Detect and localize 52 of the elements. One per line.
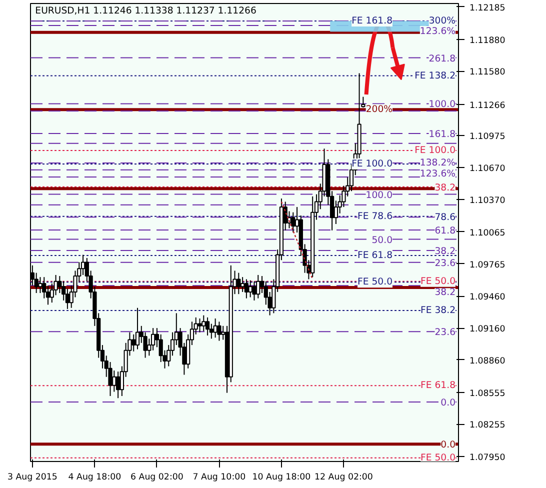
annotation: 200% bbox=[366, 104, 393, 116]
annotation: 100.0 bbox=[428, 99, 456, 110]
annotation: 38.2 bbox=[434, 246, 456, 257]
annotation: FE 50.0 bbox=[358, 276, 393, 288]
x-tick-label: 10 Aug 18:00 bbox=[252, 472, 311, 482]
annotation: FE 100.0 bbox=[414, 145, 456, 156]
annotation: FE 78.6 bbox=[358, 210, 393, 222]
annotation: 0.0 bbox=[440, 398, 456, 409]
annotation: FE 38.2 bbox=[420, 305, 456, 316]
annotation: 261.8 bbox=[428, 53, 456, 64]
y-tick-label: 1.09765 bbox=[470, 260, 506, 270]
y-tick-label: 1.09160 bbox=[470, 324, 506, 335]
y-tick-label: 1.12185 bbox=[470, 3, 506, 14]
annotation: 100.0 bbox=[366, 190, 393, 201]
annotation: FE 138.2 bbox=[414, 70, 456, 82]
annotation: 50.0 bbox=[372, 234, 393, 246]
x-tick-label: 3 Aug 2015 bbox=[7, 472, 58, 482]
annotation: 38.2 bbox=[434, 287, 456, 298]
x-tick-label: 4 Aug 18:00 bbox=[68, 472, 122, 482]
y-tick-label: 1.10370 bbox=[470, 196, 506, 206]
y-tick-label: 1.08555 bbox=[470, 388, 506, 399]
annotation: 300% bbox=[428, 16, 456, 27]
y-tick-label: 1.10670 bbox=[470, 164, 506, 174]
y-tick-label: 1.09460 bbox=[470, 292, 506, 303]
annotation: 123.6% bbox=[420, 168, 456, 180]
annotation: FE 50.0 bbox=[420, 276, 456, 287]
x-tick-label: 12 Aug 02:00 bbox=[314, 472, 373, 482]
y-tick-label: 1.07950 bbox=[470, 453, 506, 464]
annotation: 38.2 bbox=[434, 182, 456, 194]
annotation: 0.0 bbox=[440, 440, 456, 451]
annotation: 78.6 bbox=[434, 212, 456, 223]
annotation: FE 50.0 bbox=[420, 452, 456, 464]
y-tick-label: 1.08860 bbox=[470, 356, 506, 366]
y-tick-label: 1.08255 bbox=[470, 420, 506, 431]
y-tick-label: 1.11266 bbox=[470, 100, 506, 111]
y-tick-label: 1.11580 bbox=[470, 68, 506, 78]
x-tick-label: 7 Aug 10:00 bbox=[192, 472, 246, 482]
annotation: 23.6 bbox=[434, 327, 456, 338]
annotation: 138.2% bbox=[420, 157, 456, 168]
y-tick-label: 1.10975 bbox=[470, 132, 506, 142]
annotation: FE 61.8 bbox=[420, 380, 456, 392]
annotation: FE 100.0 bbox=[352, 158, 393, 170]
annotation: 61.8 bbox=[434, 226, 456, 237]
annotation: FE 161.8 bbox=[352, 16, 393, 27]
annotation: 23.6 bbox=[434, 258, 456, 269]
x-tick-label: 6 Aug 02:00 bbox=[130, 472, 184, 482]
chart-title: EURUSD,H1 1.11246 1.11338 1.11237 1.11266 bbox=[35, 6, 256, 16]
y-tick-label: 1.10065 bbox=[470, 228, 506, 238]
annotation: 161.8 bbox=[428, 128, 456, 140]
annotation: 123.6% bbox=[420, 26, 456, 37]
y-tick-label: 1.11880 bbox=[470, 36, 506, 46]
annotation: FE 61.8 bbox=[358, 250, 393, 262]
